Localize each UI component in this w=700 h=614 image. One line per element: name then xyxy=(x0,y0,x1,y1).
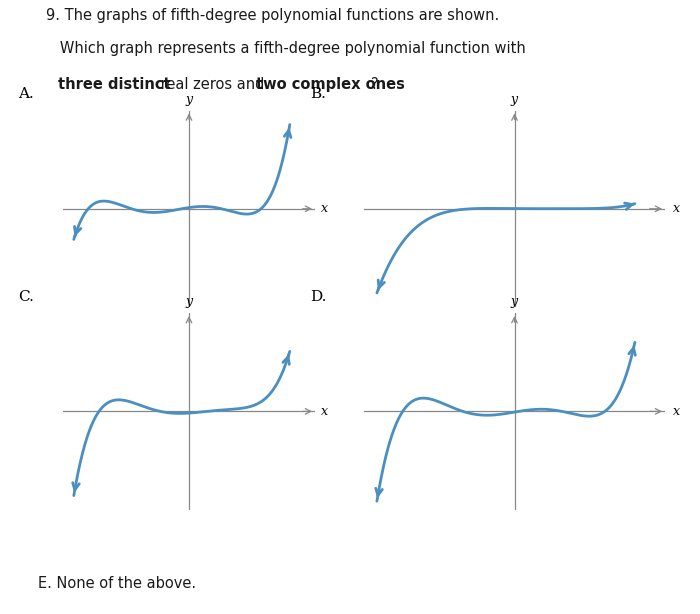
Text: two complex ones: two complex ones xyxy=(256,77,405,91)
Text: three distinct: three distinct xyxy=(58,77,171,91)
Text: A.: A. xyxy=(18,87,34,101)
Text: y: y xyxy=(186,295,192,308)
Text: E. None of the above.: E. None of the above. xyxy=(38,576,196,591)
Text: x: x xyxy=(673,202,680,216)
Text: ?: ? xyxy=(371,77,379,91)
Text: Which graph represents a fifth-degree polynomial function with: Which graph represents a fifth-degree po… xyxy=(46,41,525,56)
Text: C.: C. xyxy=(18,290,34,303)
Text: B.: B. xyxy=(310,87,326,101)
Text: x: x xyxy=(673,405,680,418)
Text: y: y xyxy=(511,93,518,106)
Text: real zeros and: real zeros and xyxy=(156,77,269,91)
Text: 9. The graphs of fifth-degree polynomial functions are shown.: 9. The graphs of fifth-degree polynomial… xyxy=(46,8,498,23)
Text: y: y xyxy=(186,93,192,106)
Text: y: y xyxy=(511,295,518,308)
Text: x: x xyxy=(321,405,328,418)
Text: D.: D. xyxy=(310,290,326,303)
Text: x: x xyxy=(321,202,328,216)
